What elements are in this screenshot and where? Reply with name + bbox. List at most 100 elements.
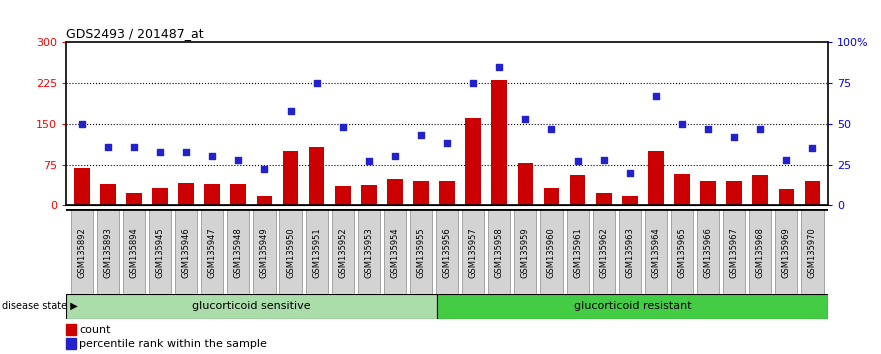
Bar	[283, 151, 299, 205]
Text: GSM135949: GSM135949	[260, 227, 269, 278]
Text: GSM135946: GSM135946	[181, 227, 190, 278]
Text: glucorticoid resistant: glucorticoid resistant	[574, 301, 692, 311]
Bar	[465, 119, 481, 205]
Bar	[66, 324, 76, 335]
Bar	[126, 193, 142, 205]
Bar	[74, 169, 90, 205]
FancyBboxPatch shape	[175, 209, 197, 296]
FancyBboxPatch shape	[358, 209, 380, 296]
Bar	[622, 195, 638, 205]
Text: GSM135892: GSM135892	[78, 227, 86, 278]
FancyBboxPatch shape	[618, 209, 640, 296]
Point	[414, 132, 428, 138]
FancyBboxPatch shape	[723, 209, 745, 296]
FancyBboxPatch shape	[97, 209, 119, 296]
Text: GSM135961: GSM135961	[574, 227, 582, 278]
Text: GSM135954: GSM135954	[390, 227, 399, 278]
Text: percentile rank within the sample: percentile rank within the sample	[79, 339, 267, 349]
FancyBboxPatch shape	[437, 294, 828, 319]
Point	[675, 121, 689, 127]
Text: disease state ▶: disease state ▶	[2, 301, 78, 311]
Point	[309, 80, 323, 86]
Point	[75, 121, 89, 127]
Point	[257, 167, 271, 172]
Bar	[361, 185, 377, 205]
Point	[701, 126, 715, 132]
Bar	[804, 181, 820, 205]
Text: GSM135965: GSM135965	[677, 227, 686, 278]
Text: GSM135952: GSM135952	[338, 227, 347, 278]
Point	[571, 159, 585, 164]
Text: GSM135970: GSM135970	[808, 227, 817, 278]
Point	[466, 80, 480, 86]
Point	[492, 64, 507, 70]
Bar	[596, 193, 611, 205]
FancyBboxPatch shape	[749, 209, 772, 296]
Text: GSM135950: GSM135950	[286, 227, 295, 278]
Bar	[204, 184, 220, 205]
FancyBboxPatch shape	[697, 209, 719, 296]
Bar	[544, 188, 559, 205]
Bar	[517, 163, 533, 205]
FancyBboxPatch shape	[254, 209, 276, 296]
Text: GSM135966: GSM135966	[704, 227, 713, 278]
FancyBboxPatch shape	[201, 209, 223, 296]
Text: GDS2493 / 201487_at: GDS2493 / 201487_at	[66, 27, 204, 40]
FancyBboxPatch shape	[410, 209, 432, 296]
FancyBboxPatch shape	[66, 294, 437, 319]
Point	[100, 144, 115, 149]
FancyBboxPatch shape	[593, 209, 615, 296]
Bar	[570, 176, 586, 205]
Bar	[413, 181, 429, 205]
FancyBboxPatch shape	[384, 209, 406, 296]
FancyBboxPatch shape	[515, 209, 537, 296]
Text: GSM135953: GSM135953	[365, 227, 374, 278]
Bar	[66, 338, 76, 349]
FancyBboxPatch shape	[306, 209, 328, 296]
Point	[127, 144, 141, 149]
Bar	[648, 151, 663, 205]
Point	[284, 108, 298, 114]
Point	[727, 134, 741, 140]
Bar	[256, 195, 272, 205]
Bar	[492, 80, 507, 205]
Point	[232, 157, 246, 162]
Text: GSM135962: GSM135962	[599, 227, 608, 278]
FancyBboxPatch shape	[645, 209, 667, 296]
Text: GSM135947: GSM135947	[208, 227, 217, 278]
Text: GSM135957: GSM135957	[469, 227, 478, 278]
FancyBboxPatch shape	[331, 209, 354, 296]
Point	[362, 159, 376, 164]
FancyBboxPatch shape	[488, 209, 510, 296]
Point	[596, 157, 611, 162]
Text: count: count	[79, 325, 111, 335]
Text: GSM135894: GSM135894	[130, 227, 138, 278]
Text: GSM135963: GSM135963	[626, 227, 634, 278]
Text: GSM135967: GSM135967	[729, 227, 738, 278]
Text: glucorticoid sensitive: glucorticoid sensitive	[192, 301, 311, 311]
Point	[179, 149, 193, 154]
Text: GSM135951: GSM135951	[312, 227, 321, 278]
Text: GSM135945: GSM135945	[156, 227, 165, 278]
Text: GSM135959: GSM135959	[521, 227, 529, 278]
FancyBboxPatch shape	[775, 209, 797, 296]
Bar	[726, 181, 742, 205]
Text: GSM135960: GSM135960	[547, 227, 556, 278]
Point	[336, 124, 350, 130]
Bar	[674, 174, 690, 205]
Bar	[779, 189, 794, 205]
Point	[753, 126, 767, 132]
Bar	[100, 184, 115, 205]
Bar	[387, 179, 403, 205]
Text: GSM135956: GSM135956	[442, 227, 452, 278]
Text: GSM135893: GSM135893	[103, 227, 113, 278]
Bar	[700, 181, 716, 205]
FancyBboxPatch shape	[540, 209, 563, 296]
FancyBboxPatch shape	[227, 209, 249, 296]
Text: GSM135969: GSM135969	[781, 227, 791, 278]
FancyBboxPatch shape	[70, 209, 93, 296]
Point	[153, 149, 167, 154]
FancyBboxPatch shape	[566, 209, 589, 296]
FancyBboxPatch shape	[279, 209, 301, 296]
Bar	[308, 147, 324, 205]
